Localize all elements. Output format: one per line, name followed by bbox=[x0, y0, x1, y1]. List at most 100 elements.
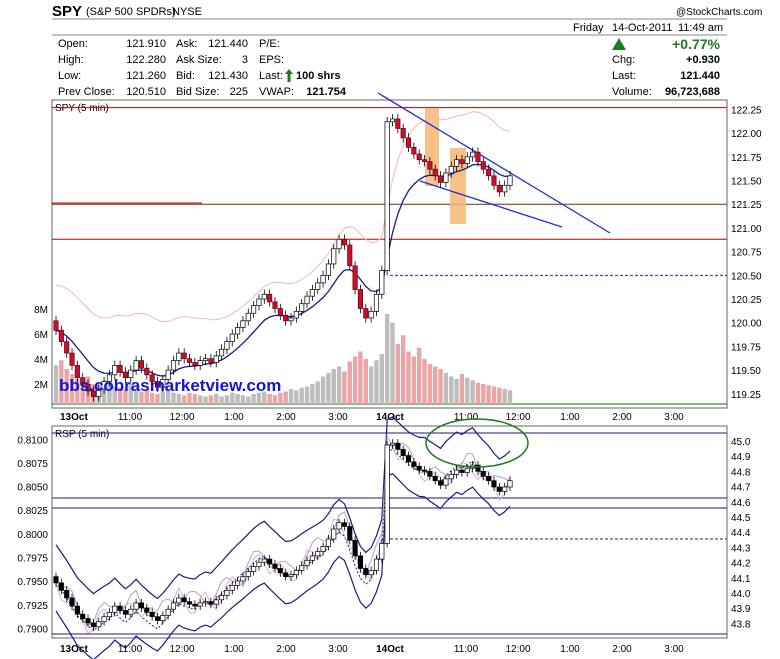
rsp-candle-body bbox=[138, 602, 145, 609]
rsp-candle-body bbox=[176, 597, 182, 604]
date: 14-Oct-2011 bbox=[612, 22, 673, 34]
candle-body bbox=[197, 360, 203, 366]
volume-bar bbox=[400, 335, 406, 404]
candle-body bbox=[144, 367, 150, 376]
volume-bar bbox=[214, 394, 219, 404]
volume-bar bbox=[443, 372, 449, 404]
rsp-candle-body bbox=[491, 480, 497, 488]
right-y-tick-label: 44.2 bbox=[731, 559, 751, 570]
rsp-mid-band bbox=[55, 448, 511, 632]
volume-value: 96,723,688 bbox=[664, 86, 720, 98]
vwap-label: VWAP: bbox=[259, 86, 295, 98]
volume-bar bbox=[417, 347, 422, 404]
candle-body bbox=[368, 310, 374, 319]
candle-body bbox=[208, 358, 214, 363]
left-y-tick-label: 0.7950 bbox=[17, 577, 48, 588]
volume-label: Volume: bbox=[612, 86, 652, 98]
rsp-candle-body bbox=[331, 528, 337, 540]
open-value: 121.910 bbox=[126, 38, 166, 50]
x-tick-label: 3:00 bbox=[328, 644, 348, 655]
rsp-candle-body bbox=[283, 572, 289, 577]
volume-bar bbox=[69, 374, 75, 404]
candle-body bbox=[293, 310, 299, 319]
rsp-panel-title: RSP (5 min) bbox=[55, 429, 109, 440]
x-tick-label: 2:00 bbox=[612, 412, 632, 423]
volume-bar bbox=[272, 395, 278, 404]
volume-tick-label: 4M bbox=[34, 355, 48, 366]
rsp-candle-body bbox=[154, 616, 161, 621]
volume-bar bbox=[384, 314, 390, 404]
ask-size-value: 3 bbox=[241, 54, 248, 66]
candle-body bbox=[85, 383, 91, 392]
y-tick-label: 120.50 bbox=[731, 271, 762, 282]
volume-bar bbox=[160, 391, 166, 404]
candle-body bbox=[464, 156, 470, 164]
rsp-candle-body bbox=[486, 475, 492, 482]
candle-body bbox=[261, 293, 267, 300]
rsp-candle-body bbox=[251, 566, 257, 572]
volume-bar bbox=[352, 356, 358, 404]
candle-body bbox=[176, 352, 182, 361]
candle-body bbox=[53, 320, 59, 331]
volume-bar bbox=[133, 390, 139, 404]
y-tick-label: 121.25 bbox=[731, 200, 762, 211]
candle-body bbox=[507, 175, 513, 186]
volume-bar bbox=[433, 366, 438, 404]
x-tick-label: 12:00 bbox=[505, 644, 530, 655]
x-tick-label: 11:00 bbox=[118, 412, 143, 423]
pe-label: P/E: bbox=[259, 38, 280, 50]
rsp-candle-body bbox=[400, 449, 406, 457]
chg-value: +0.930 bbox=[686, 54, 720, 66]
right-y-tick-label: 44.0 bbox=[731, 589, 751, 600]
candle-body bbox=[192, 362, 198, 366]
right-y-tick-label: 43.8 bbox=[731, 619, 751, 630]
rsp-candle-body bbox=[149, 611, 155, 618]
rsp-candle-body bbox=[389, 442, 396, 446]
candle-body bbox=[106, 374, 112, 382]
volume-bar bbox=[465, 377, 470, 404]
rsp-candle-body bbox=[288, 574, 294, 577]
trendline-upper bbox=[377, 92, 611, 234]
volume-bar bbox=[53, 365, 59, 404]
x-tick-label: 12:00 bbox=[169, 644, 194, 655]
volume-bar bbox=[486, 385, 491, 404]
candle-body bbox=[181, 352, 187, 360]
candle-body bbox=[480, 161, 486, 170]
rsp-candle-body bbox=[379, 543, 385, 560]
rsp-candle-body bbox=[363, 568, 369, 576]
volume-bar bbox=[187, 392, 192, 404]
ask-value: 121.440 bbox=[208, 38, 248, 50]
ask-label: Ask: bbox=[176, 38, 198, 50]
rsp-candle-body bbox=[336, 522, 342, 530]
rsp-candle-body bbox=[347, 526, 353, 541]
rsp-candle-body bbox=[357, 555, 363, 569]
bid-value: 121.430 bbox=[208, 70, 248, 82]
rsp-lower-band bbox=[55, 472, 511, 659]
rsp-candle-body bbox=[69, 597, 75, 607]
candle-body bbox=[491, 175, 497, 186]
right-y-tick-label: 45.0 bbox=[731, 437, 751, 448]
volume-bar bbox=[390, 322, 395, 404]
rsp-candle-body bbox=[224, 590, 230, 596]
left-y-tick-label: 0.7925 bbox=[17, 601, 48, 612]
chg-label: Chg: bbox=[612, 54, 636, 66]
volume-bar bbox=[304, 386, 310, 404]
volume-bar bbox=[288, 389, 294, 404]
rsp-candle-body bbox=[160, 615, 166, 621]
volume-bar bbox=[262, 391, 267, 404]
volume-bar bbox=[475, 382, 481, 404]
candle-body bbox=[373, 293, 380, 312]
candle-body bbox=[186, 358, 193, 363]
up-arrow-icon bbox=[285, 69, 293, 82]
y-tick-label: 121.75 bbox=[731, 153, 762, 164]
rsp-candle-body bbox=[267, 558, 273, 565]
right-y-tick-label: 44.6 bbox=[731, 498, 751, 509]
candle-body bbox=[251, 305, 257, 314]
candle-body bbox=[309, 289, 315, 297]
y-tick-label: 122.00 bbox=[731, 129, 762, 140]
rsp-candle-body bbox=[197, 602, 203, 607]
y-tick-label: 120.00 bbox=[731, 319, 762, 330]
y-tick-label: 120.25 bbox=[731, 295, 762, 306]
x-tick-label: 1:00 bbox=[560, 644, 580, 655]
low-value: 121.260 bbox=[126, 70, 166, 82]
